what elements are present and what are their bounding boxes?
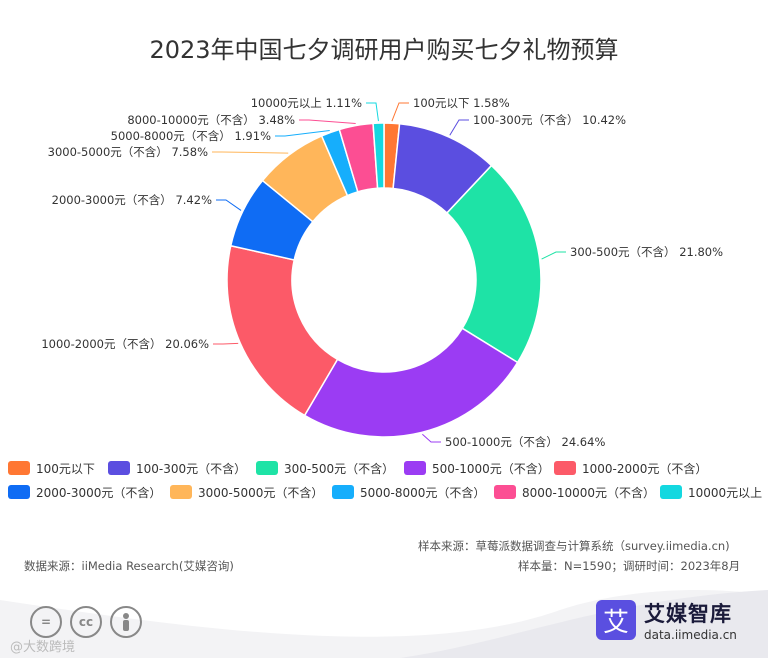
legend-swatch — [170, 485, 192, 499]
legend-swatch — [8, 485, 30, 499]
legend-swatch — [8, 461, 30, 475]
legend-item: 3000-5000元（不含） — [170, 482, 323, 502]
donut-slice — [445, 164, 542, 364]
donut-slice — [372, 122, 385, 190]
equals-icon: = — [30, 606, 62, 638]
legend-label: 1000-2000元（不含） — [582, 461, 708, 476]
legend-swatch — [404, 461, 426, 475]
sample-source-note: 样本来源：草莓派数据调查与计算系统（survey.iimedia.cn) — [418, 539, 730, 553]
cc-icon: cc — [70, 606, 102, 638]
leader-line — [541, 251, 566, 260]
slice-data-label: 3000-5000元（不含） 7.58% — [48, 145, 208, 159]
leader-line — [366, 102, 379, 122]
slice-data-label: 1000-2000元（不含） 20.06% — [41, 337, 209, 351]
leader-line — [391, 102, 409, 122]
legend-swatch — [332, 485, 354, 499]
data-source-note: 数据来源：iiMedia Research(艾媒咨询) — [24, 559, 234, 573]
legend-swatch — [256, 461, 278, 475]
brand-name: 艾媒智库 — [644, 602, 732, 626]
legend-label: 2000-3000元（不含） — [36, 485, 162, 500]
legend-label: 8000-10000元（不含） — [522, 485, 656, 500]
slice-data-label: 10000元以上 1.11% — [251, 96, 362, 110]
legend-label: 100-300元（不含） — [136, 461, 247, 476]
leader-line — [422, 433, 441, 443]
slice-data-label: 500-1000元（不含） 24.64% — [445, 435, 605, 449]
leader-line — [216, 199, 242, 211]
brand-block: 艾 艾媒智库 data.iimedia.cn — [596, 598, 737, 642]
leader-line — [275, 130, 330, 137]
brand-url: data.iimedia.cn — [644, 628, 737, 642]
leader-line — [449, 119, 469, 136]
donut-slice — [303, 327, 519, 438]
person-icon — [110, 606, 142, 638]
watermark: @大数跨境 — [10, 640, 76, 655]
leader-line — [213, 342, 239, 345]
legend-label: 500-1000元（不含） — [432, 461, 550, 476]
legend-label: 5000-8000元（不含） — [360, 485, 486, 500]
legend-swatch — [660, 485, 682, 499]
slice-data-label: 300-500元（不含） 21.80% — [570, 245, 723, 259]
legend-item: 5000-8000元（不含） — [332, 482, 485, 502]
brand-logo: 艾 — [596, 600, 636, 640]
leader-line — [299, 119, 356, 125]
legend-item: 300-500元（不含） — [256, 458, 394, 478]
legend-label: 3000-5000元（不含） — [198, 485, 324, 500]
slice-data-label: 8000-10000元（不含） 3.48% — [127, 113, 295, 127]
legend-item: 10000元以上 — [660, 482, 762, 502]
legend-swatch — [494, 485, 516, 499]
legend-item: 2000-3000元（不含） — [8, 482, 161, 502]
slice-data-label: 100元以下 1.58% — [413, 96, 510, 110]
donut-chart: 100元以下 1.58% 100-300元（不含） 10.42% 300-500元（… — [41, 96, 723, 449]
legend-item: 500-1000元（不含） — [404, 458, 550, 478]
legend-item: 100-300元（不含） — [108, 458, 246, 478]
footer-wave — [0, 590, 768, 658]
slice-data-label: 2000-3000元（不含） 7.42% — [52, 193, 212, 207]
legend-swatch — [554, 461, 576, 475]
legend-swatch — [108, 461, 130, 475]
legend-label: 10000元以上 — [688, 485, 763, 500]
slice-data-label: 100-300元（不含） 10.42% — [473, 113, 626, 127]
license-icons: = cc — [30, 606, 142, 638]
legend-item: 8000-10000元（不含） — [494, 482, 655, 502]
slice-data-label: 5000-8000元（不含） 1.91% — [111, 129, 271, 143]
legend-item: 1000-2000元（不含） — [554, 458, 707, 478]
chart-title: 2023年中国七夕调研用户购买七夕礼物预算 — [149, 36, 619, 64]
legend-label: 300-500元（不含） — [284, 461, 395, 476]
legend-item: 100元以下 — [8, 458, 95, 478]
leader-line — [212, 151, 289, 154]
sample-size-note: 样本量：N=1590；调研时间：2023年8月 — [518, 559, 741, 573]
legend-label: 100元以下 — [36, 461, 95, 476]
